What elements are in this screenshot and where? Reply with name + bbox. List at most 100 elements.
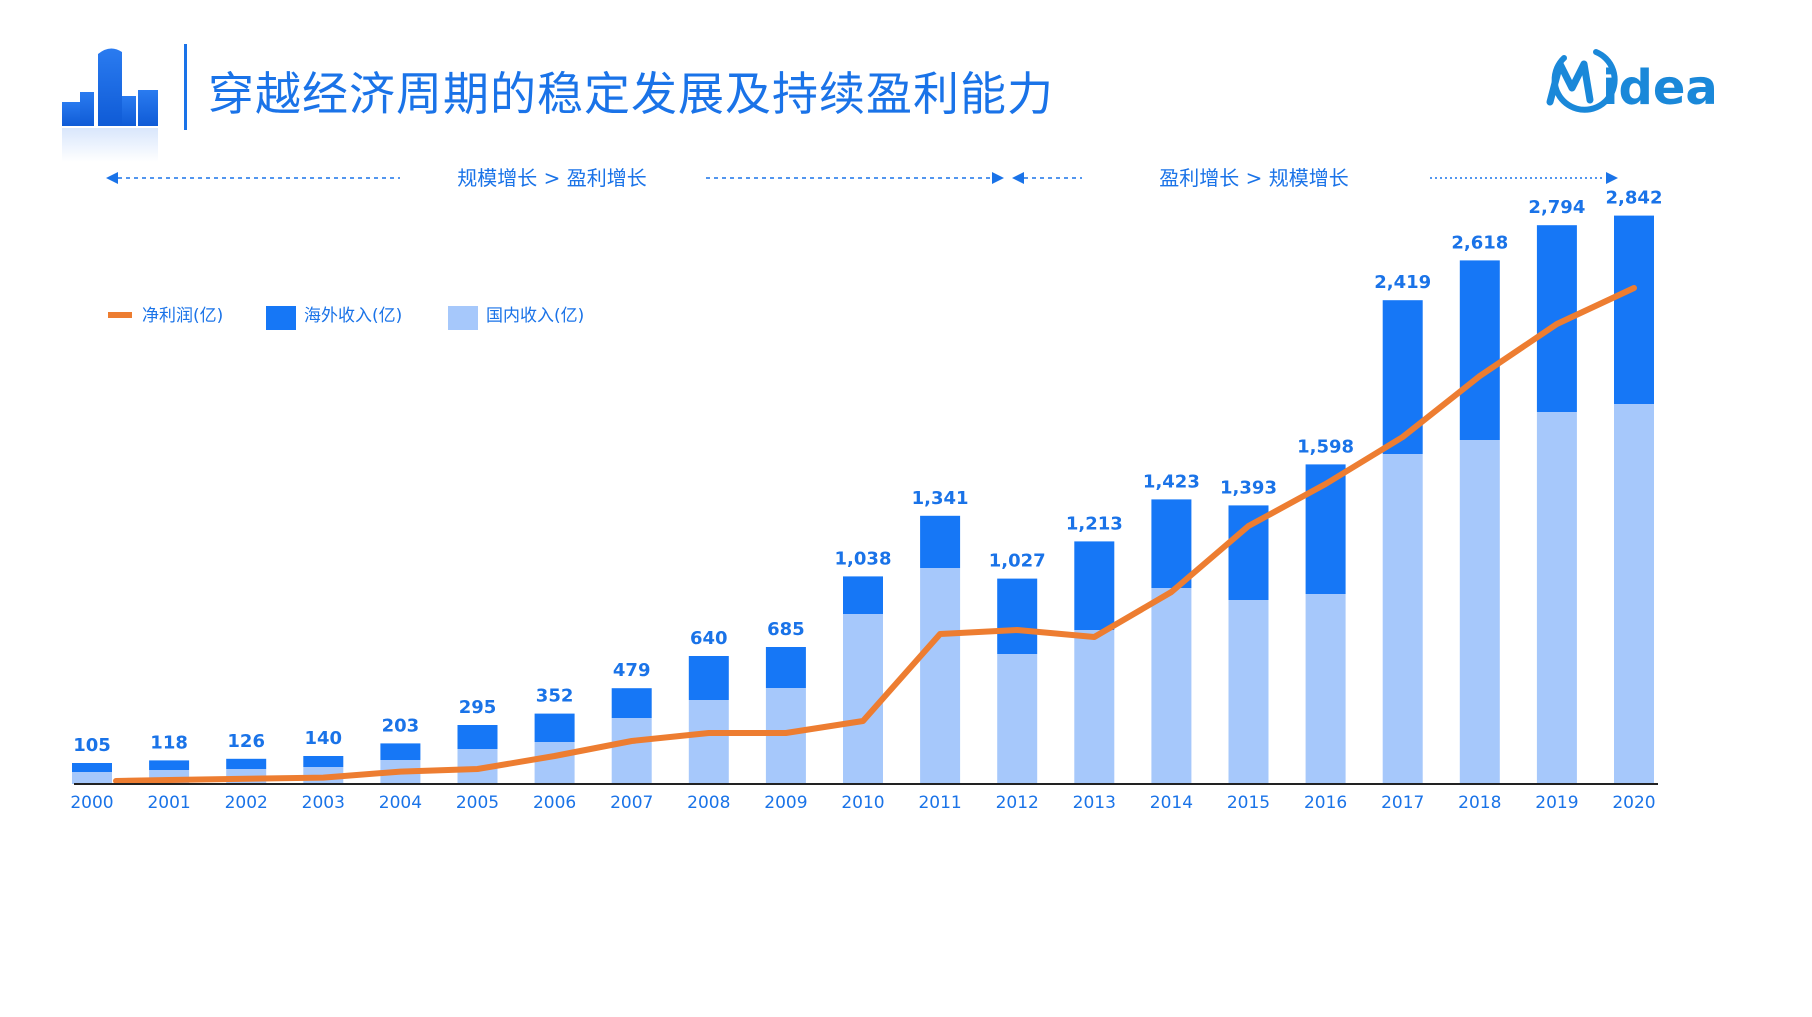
x-tick-2011: 2011 (918, 793, 961, 813)
bar-domestic-2012 (997, 654, 1038, 784)
bar-overseas-2020 (1614, 215, 1654, 404)
x-tick-2002: 2002 (225, 793, 268, 813)
total-label-2015: 1,393 (1220, 477, 1277, 498)
total-label-2016: 1,598 (1297, 436, 1354, 457)
profit-line-layer (113, 285, 1637, 784)
bar-domestic-2008 (688, 700, 729, 784)
total-label-2004: 203 (382, 715, 420, 736)
bar-overseas-2010 (843, 576, 883, 614)
x-tick-2015: 2015 (1227, 793, 1270, 813)
total-label-2003: 140 (305, 728, 343, 749)
x-tick-2012: 2012 (996, 793, 1039, 813)
bar-domestic-2019 (1536, 412, 1577, 784)
bar-domestic-2015 (1228, 600, 1269, 784)
total-label-2014: 1,423 (1143, 471, 1200, 492)
profit-line (113, 285, 1637, 784)
legend-label-domestic: 国内收入(亿) (486, 306, 584, 326)
total-labels-layer: 105 118 126 140 203 295 352 479 640 685 1,038 1,341… (73, 188, 1662, 756)
x-tick-2017: 2017 (1381, 793, 1424, 813)
bar-overseas-2001 (149, 760, 190, 770)
x-tick-2010: 2010 (841, 793, 884, 813)
x-tick-2000: 2000 (70, 793, 113, 813)
bar-overseas-2017 (1382, 300, 1423, 454)
bar-domestic-2014 (1151, 588, 1192, 784)
legend-label-profit: 净利润(亿) (142, 306, 223, 326)
bar-overseas-2012 (997, 578, 1038, 654)
bar-domestic-2006 (534, 742, 575, 784)
bar-overseas-2007 (611, 688, 652, 718)
total-label-2018: 2,618 (1451, 232, 1508, 253)
total-label-2006: 352 (536, 686, 574, 707)
midea-logo: idea (1546, 49, 1718, 116)
x-tick-2008: 2008 (687, 793, 730, 813)
bar-domestic-2020 (1614, 404, 1654, 784)
bar-domestic-2017 (1382, 454, 1423, 784)
total-label-2013: 1,213 (1066, 513, 1123, 534)
total-label-2017: 2,419 (1374, 272, 1431, 293)
bar-overseas-2009 (765, 647, 806, 688)
total-label-2000: 105 (73, 735, 111, 756)
bar-overseas-2005 (457, 725, 498, 749)
x-tick-2009: 2009 (764, 793, 807, 813)
x-tick-2016: 2016 (1304, 793, 1347, 813)
total-label-2011: 1,341 (912, 488, 969, 509)
total-label-2007: 479 (613, 660, 651, 681)
x-tick-2004: 2004 (379, 793, 422, 813)
bar-overseas-2018 (1459, 260, 1500, 440)
bar-domestic-2010 (843, 614, 883, 784)
bar-domestic-2000 (72, 772, 112, 784)
total-label-2001: 118 (150, 732, 188, 753)
total-label-2012: 1,027 (989, 551, 1046, 572)
total-label-2005: 295 (459, 697, 497, 718)
x-tick-2019: 2019 (1535, 793, 1578, 813)
total-label-2020: 2,842 (1606, 188, 1663, 209)
phase-arrow-left-head (106, 172, 118, 184)
x-tick-2006: 2006 (533, 793, 576, 813)
bar-domestic-2007 (611, 718, 652, 784)
bar-overseas-2014 (1151, 499, 1192, 588)
x-tick-2001: 2001 (147, 793, 190, 813)
bar-overseas-2002 (226, 758, 267, 769)
legend: 净利润(亿) 海外收入(亿) 国内收入(亿) (108, 306, 584, 330)
building-icon (62, 48, 158, 162)
legend-label-overseas: 海外收入(亿) (304, 306, 402, 326)
bar-overseas-2004 (380, 743, 421, 760)
x-tick-2005: 2005 (456, 793, 499, 813)
bar-domestic-2011 (920, 568, 961, 784)
total-label-2010: 1,038 (835, 548, 892, 569)
x-tick-2020: 2020 (1612, 793, 1655, 813)
phase2-arrow-left-head (1012, 172, 1024, 184)
phase-label-2: 盈利增长 > 规模增长 (1159, 166, 1348, 190)
total-label-2009: 685 (767, 619, 805, 640)
x-tick-labels-layer: 2000 2001 2002 2003 2004 2005 2006 2007 2008 2009… (70, 793, 1655, 813)
title-divider (184, 44, 187, 130)
svg-text:idea: idea (1602, 60, 1718, 116)
phase-arrows: 规模增长 > 盈利增长 盈利增长 > 规模增长 (106, 166, 1618, 190)
legend-swatch-overseas (266, 306, 296, 330)
phase2-arrow-right-head (1606, 172, 1618, 184)
bar-overseas-2000 (72, 763, 112, 772)
bar-overseas-2008 (688, 656, 729, 700)
bar-domestic-2013 (1074, 630, 1115, 784)
bar-overseas-2006 (534, 713, 575, 742)
bar-overseas-2003 (303, 756, 344, 767)
bar-overseas-2013 (1074, 541, 1115, 630)
bar-domestic-2016 (1305, 594, 1346, 784)
bar-overseas-2011 (920, 515, 961, 568)
total-label-2002: 126 (227, 731, 265, 752)
x-tick-2014: 2014 (1150, 793, 1193, 813)
total-label-2008: 640 (690, 628, 728, 649)
page-title: 穿越经济周期的稳定发展及持续盈利能力 (208, 67, 1054, 121)
phase-arrow-right-head (992, 172, 1004, 184)
total-label-2019: 2,794 (1528, 197, 1585, 218)
bars-layer (72, 215, 1654, 784)
bar-domestic-2018 (1459, 440, 1500, 784)
x-tick-2003: 2003 (302, 793, 345, 813)
x-tick-2013: 2013 (1073, 793, 1116, 813)
legend-swatch-domestic (448, 306, 478, 330)
x-tick-2007: 2007 (610, 793, 653, 813)
x-tick-2018: 2018 (1458, 793, 1501, 813)
phase-label-1: 规模增长 > 盈利增长 (457, 166, 646, 190)
